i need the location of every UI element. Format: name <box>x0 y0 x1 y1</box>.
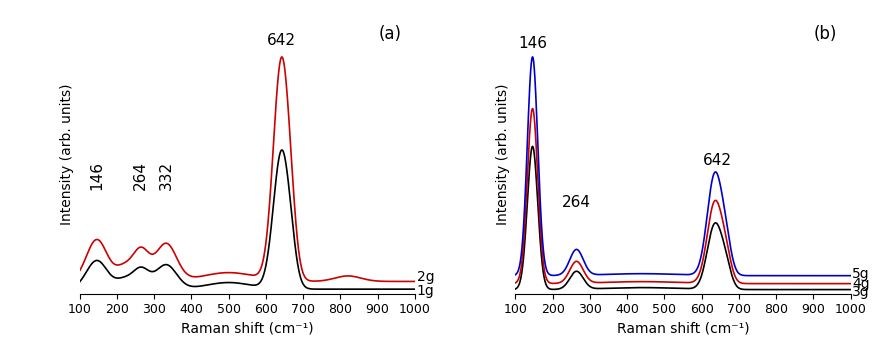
Y-axis label: Intensity (arb. units): Intensity (arb. units) <box>60 83 74 225</box>
Text: 264: 264 <box>133 161 148 190</box>
Text: (a): (a) <box>378 25 401 43</box>
Text: 3g: 3g <box>852 285 870 299</box>
Text: 146: 146 <box>89 161 105 190</box>
Text: 264: 264 <box>563 195 591 210</box>
Text: 332: 332 <box>159 161 174 190</box>
Text: 642: 642 <box>703 153 732 168</box>
Text: 2g: 2g <box>416 270 434 284</box>
Text: 642: 642 <box>267 33 296 48</box>
Text: 5g: 5g <box>852 267 870 281</box>
X-axis label: Raman shift (cm⁻¹): Raman shift (cm⁻¹) <box>181 322 314 336</box>
Text: 146: 146 <box>518 36 547 51</box>
Text: 4g: 4g <box>852 277 870 291</box>
Y-axis label: Intensity (arb. units): Intensity (arb. units) <box>496 83 509 225</box>
Text: (b): (b) <box>813 25 837 43</box>
Text: 1g: 1g <box>416 284 434 298</box>
X-axis label: Raman shift (cm⁻¹): Raman shift (cm⁻¹) <box>617 322 750 336</box>
